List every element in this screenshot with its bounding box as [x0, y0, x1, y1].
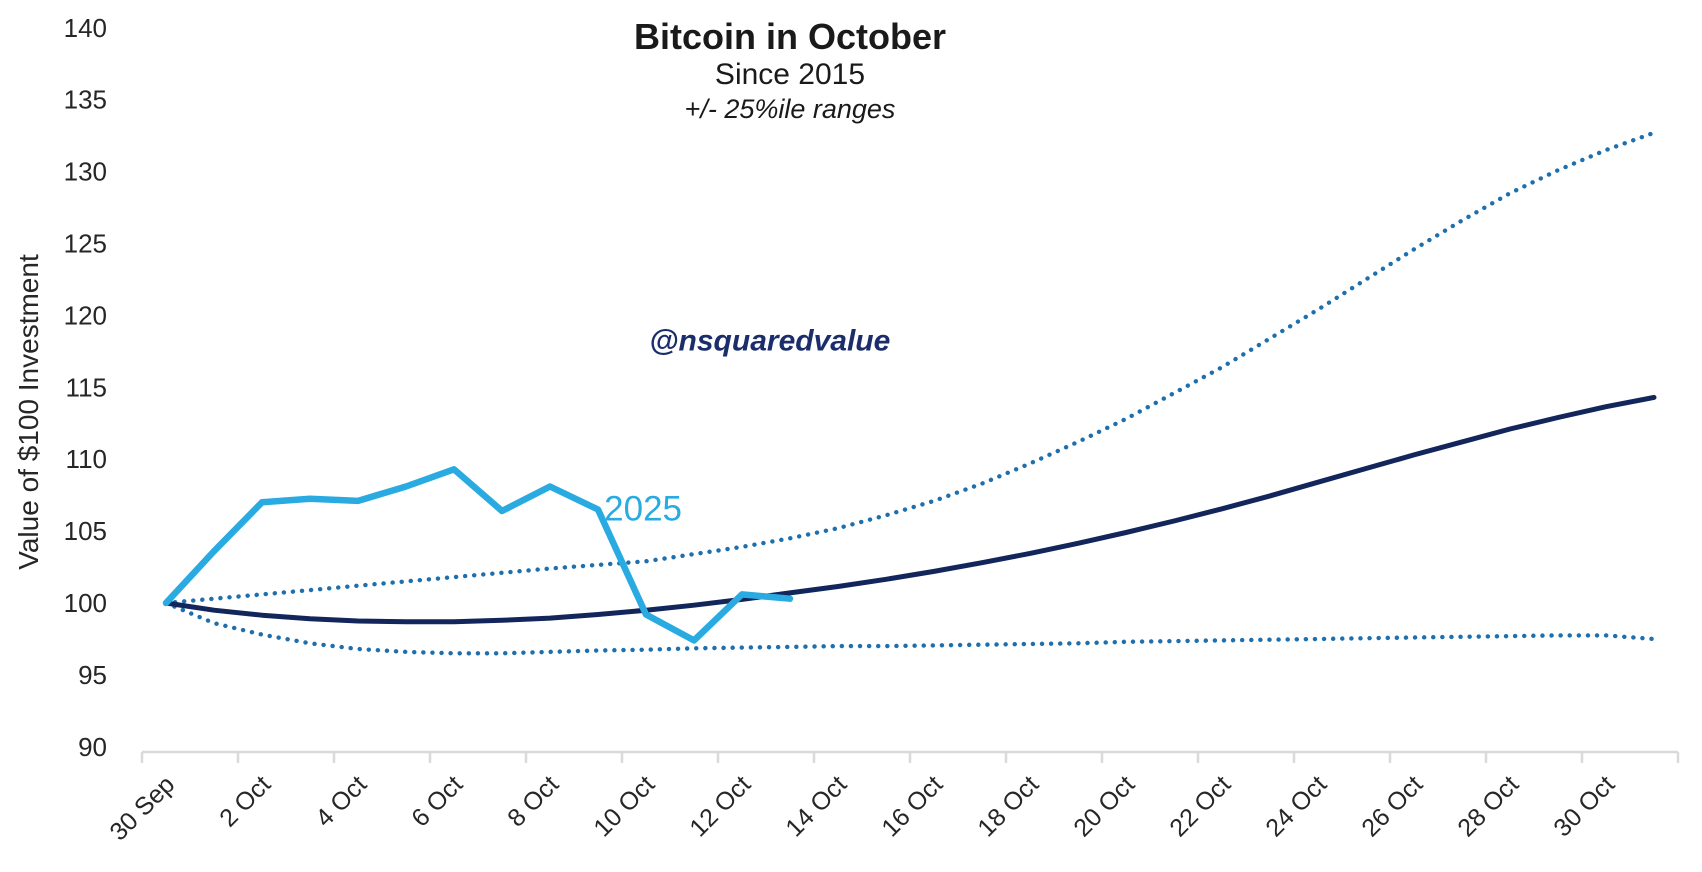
- x-tick-label: 30 Oct: [1548, 770, 1620, 842]
- y-tick-label: 110: [66, 444, 107, 474]
- series-median_since_2015: [163, 394, 1657, 625]
- y-tick-label: 95: [78, 660, 107, 690]
- y-tick-label: 90: [78, 732, 107, 762]
- x-tick-label: 18 Oct: [972, 770, 1044, 842]
- y-tick-label: 130: [64, 157, 107, 187]
- x-tick-label: 4 Oct: [310, 770, 372, 832]
- series-upper_25pctile_band: [163, 130, 1657, 606]
- series-lower_25pctile_band: [163, 600, 1657, 656]
- y-tick-label: 135: [64, 85, 107, 115]
- chart-title: Bitcoin in October: [633, 16, 947, 57]
- chart-subtitle: Since 2015: [714, 58, 866, 92]
- x-tick-label: 10 Oct: [588, 770, 660, 842]
- x-tick-label: 2 Oct: [214, 770, 276, 832]
- x-tick-label: 26 Oct: [1356, 770, 1428, 842]
- series-2025: [162, 466, 794, 644]
- x-tick-label: 14 Oct: [780, 770, 852, 842]
- x-tick-label: 28 Oct: [1452, 770, 1524, 842]
- x-tick-label: 8 Oct: [502, 770, 564, 832]
- y-tick-label: 140: [64, 13, 107, 43]
- x-tick-label: 6 Oct: [406, 770, 468, 832]
- y-tick-label: 115: [66, 372, 107, 402]
- chart-note: +/- 25%ile ranges: [684, 94, 896, 125]
- x-tick-label: 22 Oct: [1164, 770, 1236, 842]
- y-axis-title: Value of $100 Investment: [13, 254, 44, 570]
- x-tick-label: 12 Oct: [684, 770, 756, 842]
- y-tick-label: 120: [64, 300, 107, 330]
- y-tick-label: 105: [64, 516, 107, 546]
- chart-title-block: Bitcoin in October Since 2015 +/- 25%ile…: [634, 16, 946, 127]
- annotation-label-2025: 2025: [604, 489, 682, 528]
- y-tick-label: 100: [64, 588, 107, 618]
- x-tick-label: 20 Oct: [1068, 770, 1140, 842]
- x-tick-label: 24 Oct: [1260, 770, 1332, 842]
- annotation-watermark: @nsquaredvalue: [649, 324, 890, 357]
- x-tick-label: 30 Sep: [104, 770, 180, 846]
- x-tick-label: 16 Oct: [876, 770, 948, 842]
- y-tick-label: 125: [64, 229, 107, 259]
